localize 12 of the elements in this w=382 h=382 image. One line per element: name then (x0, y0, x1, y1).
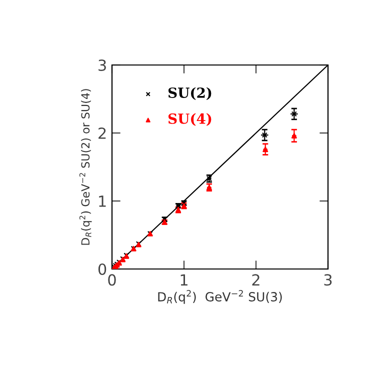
x-tick-label: 0 (108, 274, 116, 286)
y-axis-title: D$_{R}$(q$^{2}$) GeV$^{−2}$ SU(2) or SU(4) (79, 89, 92, 245)
y-tick-label: 3 (98, 59, 106, 72)
x-tick-label: 3 (324, 274, 332, 286)
x-axis-title: D$_{R}$(q$^{2}$) GeV$^{−2}$ SU(3) (158, 290, 282, 304)
y-tick-label: 0 (98, 263, 106, 276)
y-tick-label: 2 (98, 127, 106, 139)
legend-label: SU(2) (168, 87, 212, 100)
x-tick-label: 1 (180, 274, 188, 286)
y-tick-label: 1 (99, 196, 106, 207)
legend-label: SU(4) (168, 113, 212, 126)
x-tick-label: 2 (252, 274, 260, 286)
